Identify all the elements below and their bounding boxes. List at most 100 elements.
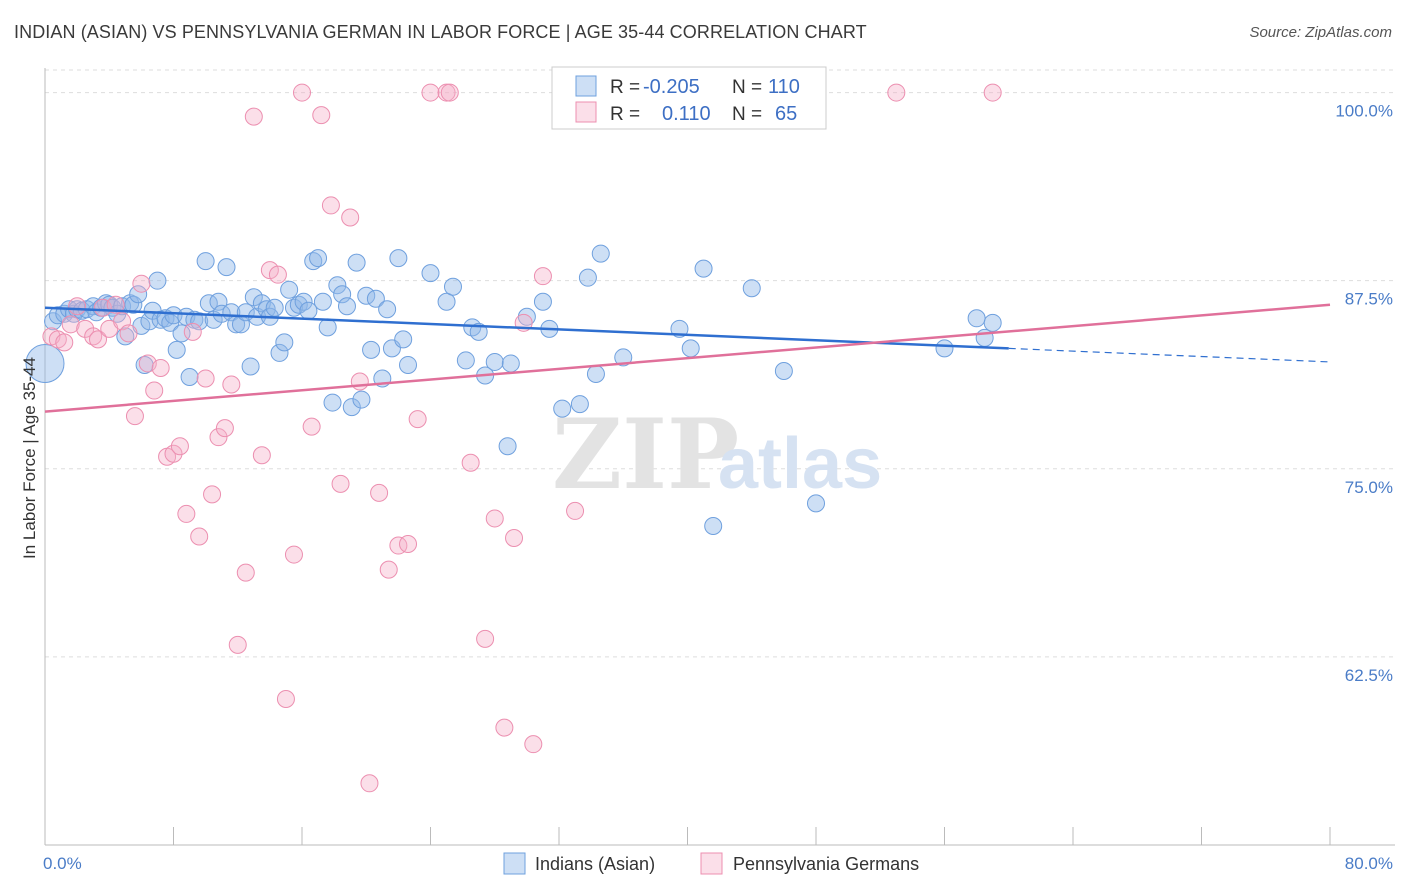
- watermark-zip: ZIP: [552, 398, 739, 511]
- point-pennsylvania-47: [389, 536, 408, 555]
- point-indians-58: [294, 292, 313, 311]
- point-pennsylvania-43: [350, 372, 369, 391]
- legend-r-value-1: -0.205: [643, 76, 700, 98]
- point-pennsylvania-21: [177, 504, 196, 523]
- point-pennsylvania-27: [215, 419, 234, 438]
- point-indians-88: [498, 437, 517, 456]
- point-pennsylvania-16: [145, 381, 164, 400]
- point-indians-105: [967, 309, 986, 328]
- point-pennsylvania-3: [61, 315, 80, 334]
- point-indians-109: [742, 279, 761, 298]
- point-indians-108: [774, 361, 793, 380]
- point-indians-81: [437, 292, 456, 311]
- point-indians-83: [456, 351, 475, 370]
- point-pennsylvania-46: [379, 560, 398, 579]
- point-indians-57: [289, 295, 308, 314]
- source-credit: Source: ZipAtlas.com: [1249, 24, 1392, 41]
- point-indians-52: [265, 298, 284, 317]
- point-indians-55: [280, 280, 299, 299]
- point-pennsylvania-31: [244, 107, 263, 126]
- point-indians-20: [129, 285, 148, 304]
- point-pennsylvania-6: [84, 327, 103, 346]
- point-pennsylvania-61: [566, 501, 585, 520]
- correlation-legend: R = -0.205 N = 110 R = 0.110 N = 65: [551, 66, 827, 130]
- point-indians-97: [614, 348, 633, 367]
- bottom-legend-swatch-blue: [503, 852, 526, 875]
- point-indians-72: [362, 340, 381, 359]
- point-pennsylvania-38: [302, 417, 321, 436]
- point-indians-63: [318, 318, 337, 337]
- point-indians-2: [48, 306, 67, 325]
- point-indians-71: [357, 286, 376, 305]
- point-pennsylvania-14: [132, 274, 151, 293]
- point-indians-60: [304, 252, 323, 271]
- point-indians-75: [378, 300, 397, 319]
- point-indians-31: [172, 324, 191, 343]
- series-pennsylvania-germans: [42, 83, 1002, 793]
- point-indians-62: [313, 292, 332, 311]
- point-indians-53: [270, 343, 289, 362]
- y-tick-label-3: 62.5%: [1345, 666, 1393, 685]
- point-pennsylvania-50: [421, 83, 440, 102]
- point-pennsylvania-22: [183, 322, 202, 341]
- point-indians-93: [570, 395, 589, 414]
- point-indians-19: [124, 295, 143, 314]
- point-indians-46: [241, 357, 260, 376]
- point-pennsylvania-40: [321, 196, 340, 215]
- point-pennsylvania-35: [276, 690, 295, 709]
- point-pennsylvania-64: [983, 83, 1002, 102]
- point-indians-92: [553, 399, 572, 418]
- point-indians-73: [366, 289, 385, 308]
- point-pennsylvania-34: [268, 265, 287, 284]
- point-pennsylvania-53: [461, 453, 480, 472]
- point-indians-98: [670, 319, 689, 338]
- point-indians-29: [164, 306, 183, 325]
- bottom-legend-label-pink: Pennsylvania Germans: [733, 854, 919, 874]
- point-indians-107: [501, 354, 520, 373]
- point-indians-68: [342, 398, 361, 417]
- point-pennsylvania-19: [164, 444, 183, 463]
- point-indians-90: [533, 292, 552, 311]
- trend-line-indians-extension: [1008, 347, 1331, 363]
- point-indians-37: [199, 294, 218, 313]
- point-indians-87: [485, 352, 504, 371]
- point-pennsylvania-59: [524, 735, 543, 754]
- point-indians-102: [807, 494, 825, 513]
- chart-title: INDIAN (ASIAN) VS PENNSYLVANIA GERMAN IN…: [14, 22, 867, 42]
- axes: [44, 68, 1395, 846]
- point-indians-36: [196, 252, 215, 271]
- legend-n-label-2: N =: [732, 104, 762, 125]
- point-pennsylvania-63: [887, 83, 906, 102]
- point-indians-1: [44, 312, 63, 331]
- point-pennsylvania-29: [228, 635, 247, 654]
- point-indians-85: [469, 322, 488, 341]
- point-indians-35: [190, 312, 209, 331]
- point-pennsylvania-56: [495, 718, 514, 737]
- legend-n-value-2: 65: [775, 103, 797, 125]
- point-pennsylvania-37: [293, 83, 311, 102]
- y-tick-label-1: 87.5%: [1345, 290, 1393, 309]
- point-indians-94: [578, 268, 597, 287]
- trend-line-pennsylvania: [44, 303, 1331, 413]
- legend-r-value-2: 0.110: [662, 103, 711, 125]
- point-pennsylvania-7: [89, 330, 108, 349]
- point-indians-39: [209, 292, 228, 311]
- watermark: ZIP atlas: [552, 398, 882, 511]
- point-pennsylvania-57: [505, 529, 524, 548]
- legend-r-label-1: R =: [610, 77, 640, 98]
- point-pennsylvania-10: [106, 295, 125, 314]
- bottom-legend-label-blue: Indians (Asian): [535, 854, 655, 874]
- point-pennsylvania-54: [476, 629, 495, 648]
- point-indians-103: [935, 339, 954, 358]
- legend-n-value-1: 110: [768, 76, 800, 98]
- point-pennsylvania-30: [236, 563, 255, 582]
- series-legend: Indians (Asian) Pennsylvania Germans: [503, 852, 919, 875]
- point-indians-17: [116, 327, 135, 346]
- point-pennsylvania-41: [331, 474, 350, 493]
- point-indians-79: [399, 355, 418, 374]
- x-tick-label-0: 0.0%: [43, 854, 82, 873]
- point-indians-41: [217, 258, 236, 277]
- point-indians-61: [309, 249, 328, 268]
- bottom-legend-swatch-pink: [700, 852, 723, 875]
